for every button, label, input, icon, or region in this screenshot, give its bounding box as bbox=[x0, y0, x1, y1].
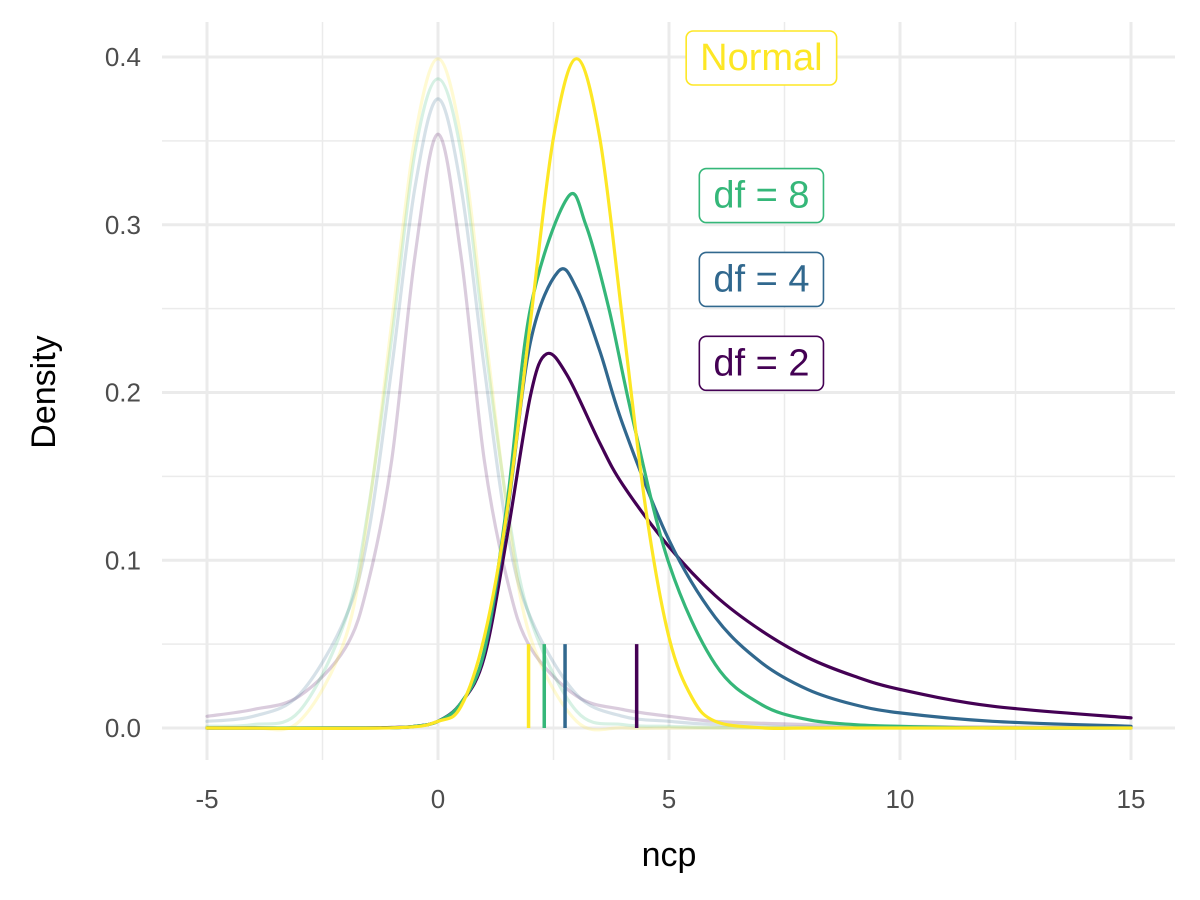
label-text: df = 4 bbox=[713, 258, 809, 300]
x-tick-label: 5 bbox=[662, 784, 676, 814]
label-text: Normal bbox=[700, 37, 822, 79]
x-tick-label: 10 bbox=[886, 784, 915, 814]
grid bbox=[162, 22, 1175, 760]
curves bbox=[205, 57, 1133, 732]
label-text: df = 2 bbox=[713, 342, 809, 384]
y-tick-labels: 0.0 0.1 0.2 0.3 0.4 bbox=[105, 42, 141, 743]
label-box bbox=[698, 251, 825, 308]
label-text: df = 8 bbox=[713, 175, 809, 217]
x-tick-label: -5 bbox=[195, 784, 218, 814]
null-curve-df-8 bbox=[205, 77, 1133, 730]
label-box bbox=[698, 167, 825, 224]
alt-curve-normal bbox=[205, 57, 1133, 730]
x-tick-labels: -5 0 5 10 15 bbox=[195, 784, 1145, 814]
y-tick-label: 0.4 bbox=[105, 42, 141, 72]
y-tick-label: 0.2 bbox=[105, 378, 141, 408]
x-axis-title: ncp bbox=[642, 836, 697, 874]
label-normal: Normal bbox=[685, 30, 838, 86]
center-markers bbox=[526, 644, 639, 728]
label-box bbox=[685, 30, 838, 86]
label-box bbox=[698, 335, 825, 392]
y-axis-title: Density bbox=[25, 335, 63, 448]
y-tick-label: 0.1 bbox=[105, 545, 141, 575]
x-tick-label: 0 bbox=[431, 784, 445, 814]
null-curve-df-2 bbox=[205, 132, 1133, 730]
x-tick-label: 15 bbox=[1117, 784, 1146, 814]
y-tick-label: 0.3 bbox=[105, 210, 141, 240]
series-labels: Normal df = 8 df = 4 df = 2 bbox=[685, 30, 838, 392]
y-tick-label: 0.0 bbox=[105, 713, 141, 743]
null-curve-normal bbox=[205, 57, 1133, 732]
label-df-4: df = 4 bbox=[698, 251, 825, 308]
label-df-2: df = 2 bbox=[698, 335, 825, 392]
label-df-8: df = 8 bbox=[698, 167, 825, 224]
